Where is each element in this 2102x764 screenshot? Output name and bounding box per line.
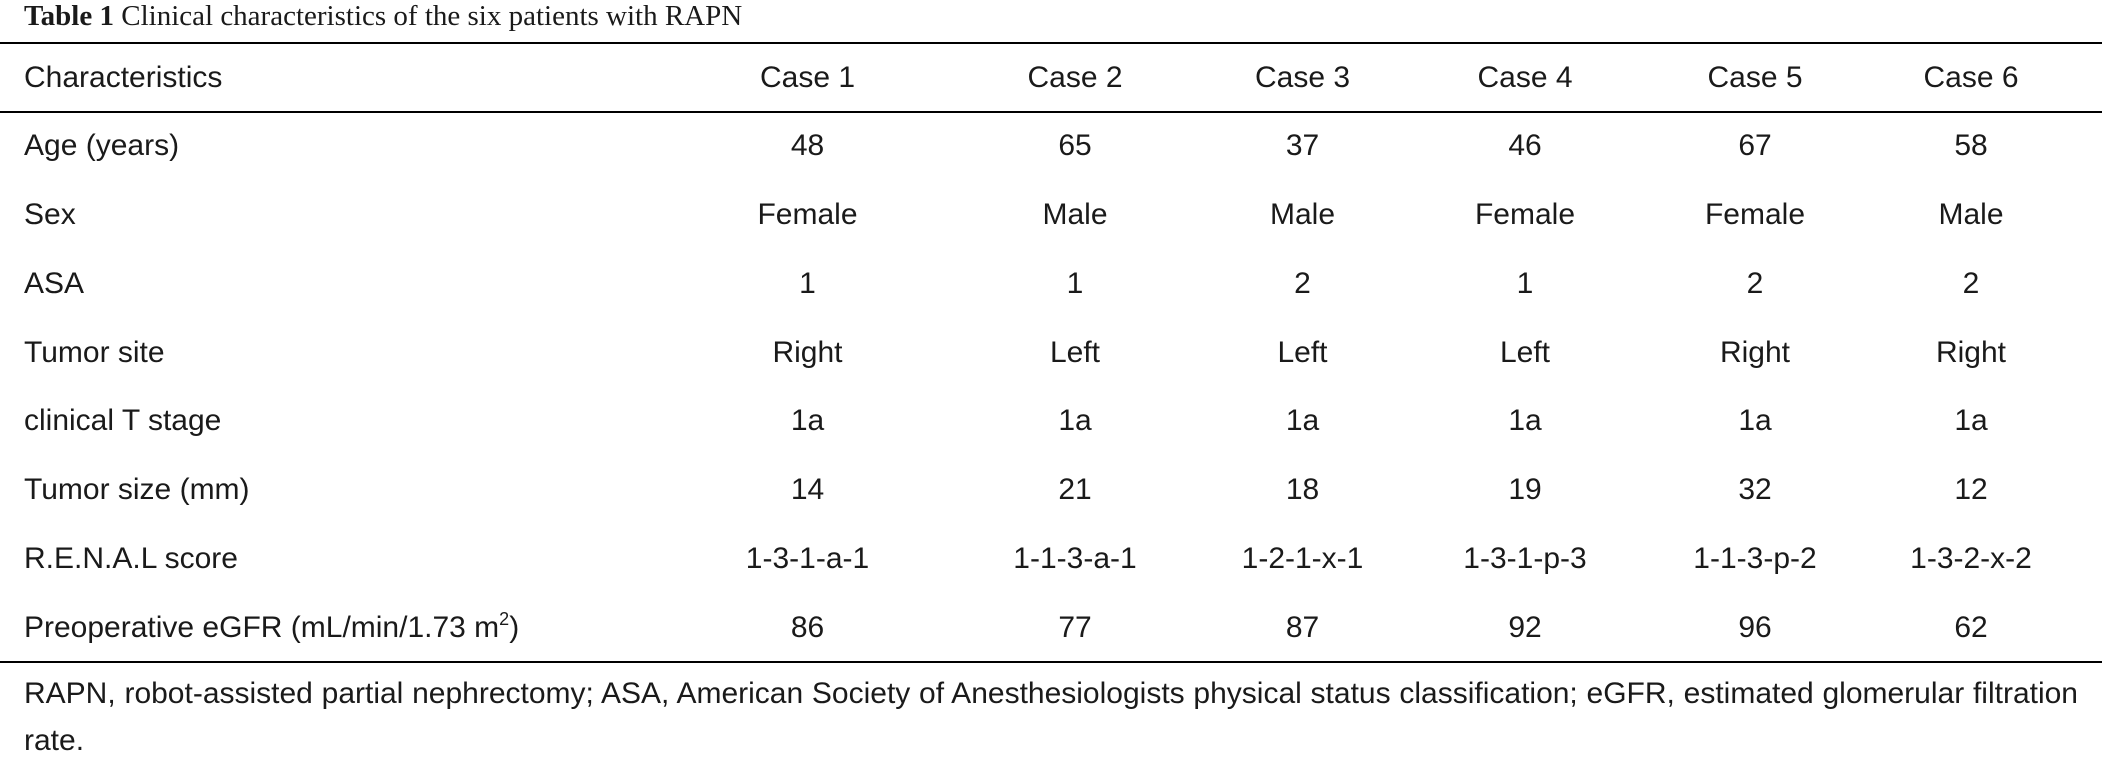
table-cell: 1-1-3-p-2 [1693, 541, 1817, 575]
table-cell: Right [1935, 335, 2007, 369]
row-label: Age (years) [24, 129, 180, 163]
table-cell: 1-1-3-a-1 [1013, 541, 1137, 575]
row-label-suffix: ) [509, 610, 520, 644]
table-cell: 1a [1058, 404, 1092, 438]
table-cell: Left [1277, 335, 1328, 369]
table-caption: Table 1 Clinical characteristics of the … [24, 0, 742, 34]
table-cell: 65 [1058, 129, 1092, 163]
header-rule [0, 111, 2102, 113]
table-cell: Left [1499, 335, 1551, 369]
table-cell: 62 [1954, 610, 1988, 644]
table-cell: 96 [1738, 610, 1772, 644]
table-cell: Right [1719, 335, 1791, 369]
row-label-text: Preoperative eGFR (mL/min/1.73 m [24, 610, 500, 644]
table-cell: Female [1704, 198, 1806, 232]
table-cell: Male [1269, 198, 1336, 232]
table-row: Tumor size (mm) 14 21 18 19 32 12 [0, 456, 2102, 525]
table-cell: Female [1474, 198, 1576, 232]
table-cell: 1-3-2-x-2 [1910, 541, 2032, 575]
clinical-characteristics-table: Characteristics Case 1 Case 2 Case 3 Cas… [0, 44, 2102, 662]
table-row: clinical T stage 1a 1a 1a 1a 1a 1a [0, 387, 2102, 456]
table-row: Sex Female Male Male Female Female Male [0, 181, 2102, 250]
table-row: R.E.N.A.L score 1-3-1-a-1 1-1-3-a-1 1-2-… [0, 525, 2102, 594]
table-cell: 1 [799, 266, 816, 300]
table-cell: Male [1042, 198, 1108, 232]
table-cell: 1a [1508, 404, 1542, 438]
table-cell: 67 [1738, 129, 1772, 163]
table-cell: 92 [1508, 610, 1542, 644]
row-label: Sex [24, 198, 76, 232]
table-cell: 32 [1738, 473, 1772, 507]
table-cell: 46 [1508, 129, 1542, 163]
table-cell: 1-3-1-a-1 [745, 541, 870, 575]
top-rule [0, 42, 2102, 44]
table-row: Tumor site Right Left Left Left Right Ri… [0, 318, 2102, 387]
table-cell: 21 [1058, 473, 1092, 507]
table-cell: 1 [1066, 266, 1084, 300]
row-label: Preoperative eGFR (mL/min/1.73 m2) [0, 593, 690, 662]
table-cell: 12 [1954, 473, 1988, 507]
row-label: Tumor site [24, 335, 165, 369]
row-label: ASA [24, 266, 85, 300]
table-cell: Female [757, 198, 858, 232]
table-cell: 2 [1962, 266, 1980, 300]
header-row: Characteristics Case 1 Case 2 Case 3 Cas… [0, 44, 2102, 112]
table-row: Preoperative eGFR (mL/min/1.73 m2) 86 77… [0, 593, 2102, 662]
table-cell: 1a [1285, 404, 1320, 438]
column-header-case-5: Case 5 [1707, 61, 1803, 94]
table-cell: 1-2-1-x-1 [1241, 541, 1364, 575]
table-cell: 18 [1285, 473, 1320, 507]
table-cell: 87 [1285, 610, 1320, 644]
row-label-superscript: 2 [499, 608, 510, 629]
table-cell: 37 [1285, 129, 1320, 163]
table-cell: 1a [1738, 404, 1772, 438]
table-cell: 1a [790, 404, 825, 438]
bottom-rule [0, 661, 2102, 663]
column-header-characteristics: Characteristics [24, 61, 223, 94]
table-cell: 58 [1954, 129, 1988, 163]
table-cell: 14 [790, 473, 825, 507]
table-cell: 77 [1058, 610, 1092, 644]
table-row: Age (years) 48 65 37 46 67 58 [0, 112, 2102, 181]
row-label: clinical T stage [24, 404, 222, 438]
table-cell: 2 [1294, 266, 1311, 300]
column-header-case-3: Case 3 [1254, 61, 1351, 94]
table-footnote: RAPN, robot-assisted partial nephrectomy… [24, 677, 2078, 757]
table-cell: 1 [1516, 266, 1534, 300]
caption-text: Clinical characteristics of the six pati… [121, 0, 743, 32]
table-cell: 1a [1954, 404, 1988, 438]
column-header-case-2: Case 2 [1027, 61, 1123, 94]
row-label: R.E.N.A.L score [24, 541, 238, 575]
table-cell: 2 [1746, 266, 1764, 300]
table-cell: 86 [790, 610, 825, 644]
table-cell: Right [772, 335, 843, 369]
table-cell: Male [1938, 198, 2004, 232]
table-cell: 1-3-1-p-3 [1463, 541, 1587, 575]
column-header-case-6: Case 6 [1923, 61, 2019, 94]
table-cell: 48 [790, 129, 825, 163]
row-label: Tumor size (mm) [24, 473, 250, 507]
column-header-case-4: Case 4 [1477, 61, 1573, 94]
table-cell: 19 [1508, 473, 1542, 507]
table-row: ASA 1 1 2 1 2 2 [0, 250, 2102, 319]
table-cell: Left [1049, 335, 1101, 369]
column-header-case-1: Case 1 [759, 61, 856, 94]
caption-label: Table 1 [24, 0, 114, 32]
